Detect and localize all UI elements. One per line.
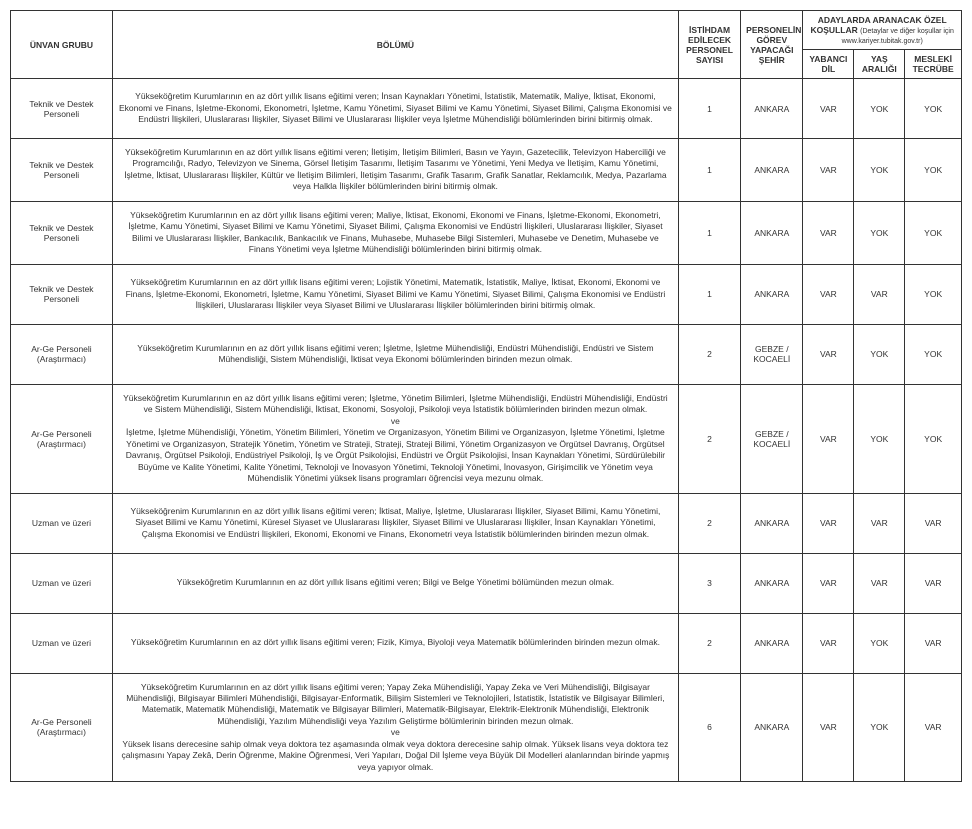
cell-bolum: Yükseköğretim Kurumlarının en az dört yı… — [112, 201, 678, 264]
cell-sehir: GEBZE / KOCAELİ — [741, 384, 803, 493]
cell-sehir: ANKARA — [741, 613, 803, 673]
cell-sayi: 1 — [678, 201, 740, 264]
cell-bolum: Yükseköğretim Kurumlarının en az dört yı… — [112, 553, 678, 613]
cell-unvan: Ar-Ge Personeli (Araştırmacı) — [11, 673, 113, 782]
cell-yas: YOK — [854, 673, 905, 782]
table-row: Ar-Ge Personeli (Araştırmacı)Yükseköğret… — [11, 673, 962, 782]
cell-sayi: 1 — [678, 79, 740, 139]
cell-tecrube: VAR — [905, 493, 962, 553]
cell-bolum: Yükseköğretim Kurumlarının en az dört yı… — [112, 673, 678, 782]
cell-sayi: 2 — [678, 324, 740, 384]
cell-sayi: 3 — [678, 553, 740, 613]
cell-yas: YOK — [854, 201, 905, 264]
cell-tecrube: YOK — [905, 201, 962, 264]
cell-dil: VAR — [803, 201, 854, 264]
cell-sayi: 2 — [678, 384, 740, 493]
cell-unvan: Teknik ve Destek Personeli — [11, 139, 113, 202]
cell-tecrube: YOK — [905, 384, 962, 493]
table-row: Ar-Ge Personeli (Araştırmacı)Yükseköğret… — [11, 384, 962, 493]
cell-bolum: Yükseköğretim Kurumlarının en az dört yı… — [112, 384, 678, 493]
cell-tecrube: YOK — [905, 139, 962, 202]
cell-dil: VAR — [803, 324, 854, 384]
cell-sayi: 2 — [678, 613, 740, 673]
cell-yas: VAR — [854, 264, 905, 324]
cell-tecrube: VAR — [905, 613, 962, 673]
table-body: Teknik ve Destek PersoneliYükseköğretim … — [11, 79, 962, 782]
cell-yas: VAR — [854, 553, 905, 613]
cell-unvan: Ar-Ge Personeli (Araştırmacı) — [11, 324, 113, 384]
cell-yas: VAR — [854, 493, 905, 553]
cell-sehir: ANKARA — [741, 493, 803, 553]
cell-unvan: Teknik ve Destek Personeli — [11, 201, 113, 264]
header-yas: YAŞ ARALIĞI — [854, 50, 905, 79]
cell-unvan: Ar-Ge Personeli (Araştırmacı) — [11, 384, 113, 493]
table-row: Uzman ve üzeriYükseköğretim Kurumlarının… — [11, 613, 962, 673]
cell-yas: YOK — [854, 139, 905, 202]
cell-yas: YOK — [854, 384, 905, 493]
cell-unvan: Uzman ve üzeri — [11, 613, 113, 673]
header-sehir: PERSONELİN GÖREV YAPACAĞI ŞEHİR — [741, 11, 803, 79]
cell-dil: VAR — [803, 384, 854, 493]
cell-sehir: ANKARA — [741, 201, 803, 264]
table-row: Teknik ve Destek PersoneliYükseköğretim … — [11, 264, 962, 324]
table-header: ÜNVAN GRUBU BÖLÜMÜ İSTİHDAM EDİLECEK PER… — [11, 11, 962, 79]
cell-sehir: ANKARA — [741, 139, 803, 202]
cell-yas: YOK — [854, 79, 905, 139]
header-kosul-note: (Detaylar ve diğer koşullar için www.kar… — [842, 28, 954, 45]
cell-dil: VAR — [803, 264, 854, 324]
cell-tecrube: VAR — [905, 553, 962, 613]
cell-sayi: 1 — [678, 264, 740, 324]
cell-bolum: Yükseköğretim Kurumlarının en az dört yı… — [112, 324, 678, 384]
cell-tecrube: YOK — [905, 79, 962, 139]
cell-sayi: 6 — [678, 673, 740, 782]
header-sayi: İSTİHDAM EDİLECEK PERSONEL SAYISI — [678, 11, 740, 79]
table-row: Teknik ve Destek PersoneliYükseköğretim … — [11, 201, 962, 264]
cell-bolum: Yükseköğretim Kurumlarının en az dört yı… — [112, 264, 678, 324]
cell-yas: YOK — [854, 324, 905, 384]
personnel-requirements-table: ÜNVAN GRUBU BÖLÜMÜ İSTİHDAM EDİLECEK PER… — [10, 10, 962, 782]
cell-bolum: Yükseköğrenim Kurumlarının en az dört yı… — [112, 493, 678, 553]
cell-unvan: Teknik ve Destek Personeli — [11, 264, 113, 324]
header-unvan: ÜNVAN GRUBU — [11, 11, 113, 79]
table-row: Teknik ve Destek PersoneliYükseköğretim … — [11, 139, 962, 202]
cell-bolum: Yükseköğretim Kurumlarının en az dört yı… — [112, 139, 678, 202]
cell-sehir: ANKARA — [741, 264, 803, 324]
table-row: Ar-Ge Personeli (Araştırmacı)Yükseköğret… — [11, 324, 962, 384]
header-tecrube: MESLEKİ TECRÜBE — [905, 50, 962, 79]
table-row: Teknik ve Destek PersoneliYükseköğretim … — [11, 79, 962, 139]
cell-dil: VAR — [803, 553, 854, 613]
cell-sehir: ANKARA — [741, 79, 803, 139]
cell-dil: VAR — [803, 493, 854, 553]
cell-dil: VAR — [803, 139, 854, 202]
cell-tecrube: YOK — [905, 324, 962, 384]
cell-dil: VAR — [803, 673, 854, 782]
cell-tecrube: YOK — [905, 264, 962, 324]
cell-bolum: Yükseköğretim Kurumlarının en az dört yı… — [112, 613, 678, 673]
table-row: Uzman ve üzeriYükseköğretim Kurumlarının… — [11, 553, 962, 613]
cell-yas: YOK — [854, 613, 905, 673]
header-kosul-group: ADAYLARDA ARANACAK ÖZEL KOŞULLAR (Detayl… — [803, 11, 962, 50]
cell-sehir: GEBZE / KOCAELİ — [741, 324, 803, 384]
cell-sehir: ANKARA — [741, 673, 803, 782]
table-row: Uzman ve üzeriYükseköğrenim Kurumlarının… — [11, 493, 962, 553]
cell-unvan: Uzman ve üzeri — [11, 553, 113, 613]
header-bolum: BÖLÜMÜ — [112, 11, 678, 79]
cell-unvan: Uzman ve üzeri — [11, 493, 113, 553]
cell-sehir: ANKARA — [741, 553, 803, 613]
cell-sayi: 2 — [678, 493, 740, 553]
cell-unvan: Teknik ve Destek Personeli — [11, 79, 113, 139]
cell-tecrube: VAR — [905, 673, 962, 782]
cell-dil: VAR — [803, 79, 854, 139]
cell-sayi: 1 — [678, 139, 740, 202]
cell-dil: VAR — [803, 613, 854, 673]
header-dil: YABANCI DİL — [803, 50, 854, 79]
cell-bolum: Yükseköğretim Kurumlarının en az dört yı… — [112, 79, 678, 139]
